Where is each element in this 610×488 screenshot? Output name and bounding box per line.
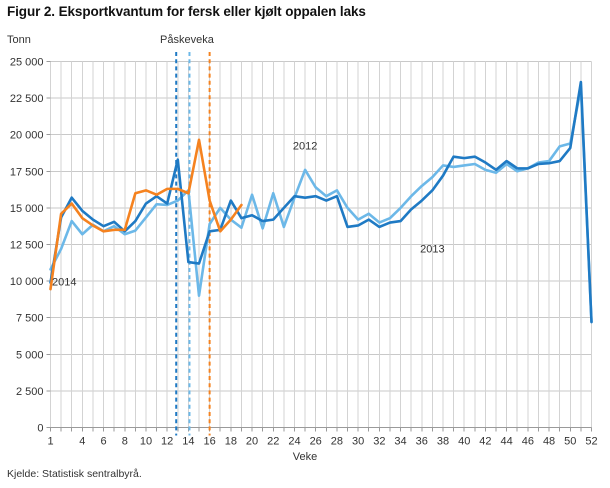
series-line-2012 [49,86,593,324]
axis-layer [50,427,592,432]
grid-layer [50,61,592,428]
x-tick-label: 20 [246,436,258,448]
easter-marker-lines [175,52,211,436]
y-tick-label: 20 000 [10,130,44,142]
page-title: Figur 2. Eksportkvantum for fersk eller … [7,4,366,19]
x-axis-title: Veke [292,451,318,463]
x-tick-label: 16 [203,436,215,448]
x-tick-label: 34 [394,436,406,448]
source-note: Kjelde: Statistisk sentralbyrå. [7,468,142,480]
x-tick-label: 28 [331,436,343,448]
series-annotation-2014: 2014 [52,276,76,288]
x-tick-label: 30 [352,436,364,448]
x-tick-label: 1 [47,436,53,448]
x-tick-label: 24 [288,436,300,448]
easter-week-label: Påskeveka [160,34,214,46]
x-tick-label: 14 [182,436,194,448]
y-tick-label: 22 500 [10,93,44,105]
y-tick-label: 15 000 [10,203,44,215]
x-tick-label: 46 [522,436,534,448]
data-series-layer [49,80,593,324]
y-axis-tick-labels: 0 2 500 5 000 7 500 10 000 12 500 15 000 17 500… [10,57,51,435]
y-tick-label: 25 000 [10,57,44,69]
x-tick-label: 36 [416,436,428,448]
x-tick-label: 44 [501,436,513,448]
x-tick-label: 42 [479,436,491,448]
x-tick-label: 32 [373,436,385,448]
y-tick-label: 10 000 [10,276,44,288]
y-tick-label: 7 500 [16,313,44,325]
x-tick-label: 4 [79,436,85,448]
x-tick-label: 12 [161,436,173,448]
x-tick-label: 50 [564,436,576,448]
x-tick-label: 8 [122,436,128,448]
x-tick-label: 26 [310,436,322,448]
x-tick-label: 10 [140,436,152,448]
series-line-2014 [49,138,243,291]
x-tick-label: 22 [267,436,279,448]
x-tick-label: 18 [225,436,237,448]
y-tick-label: 5 000 [16,349,44,361]
x-tick-label: 6 [100,436,106,448]
x-tick-label: 52 [585,436,597,448]
x-tick-label: 38 [437,436,449,448]
y-tick-label: 12 500 [10,240,44,252]
x-tick-label: 48 [543,436,555,448]
y-axis-unit-label: Tonn [7,34,31,46]
y-tick-label: 17 500 [10,166,44,178]
y-tick-label: 0 [37,423,43,435]
series-annotation-2013: 2013 [420,244,444,256]
x-tick-label: 40 [458,436,470,448]
x-axis-tick-labels: 1 4 6 8 10 12 14 16 18 20 22 24 26 28 30 32 34 36 38 40 42 44… [47,436,597,448]
y-tick-label: 2 500 [16,386,44,398]
series-line-2013 [49,80,593,324]
series-annotation-layer: 2012 2013 2014 [52,140,445,288]
series-annotation-2012: 2012 [293,140,317,152]
